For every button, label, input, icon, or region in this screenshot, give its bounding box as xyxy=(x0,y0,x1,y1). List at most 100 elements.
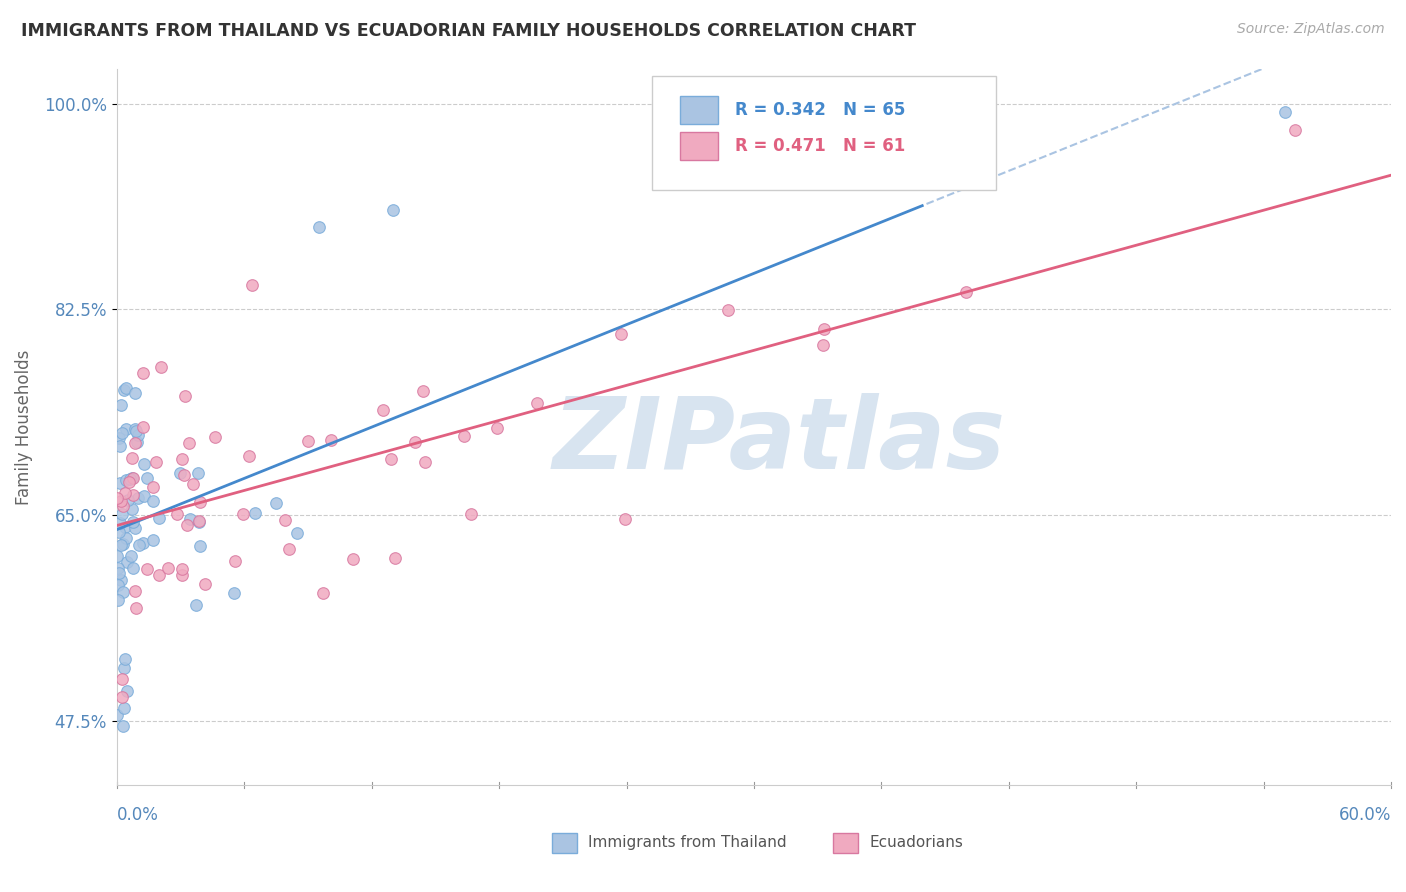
Point xyxy=(181,476,204,491)
Point xyxy=(412,384,434,399)
Text: Source: ZipAtlas.com: Source: ZipAtlas.com xyxy=(1237,22,1385,37)
Point xyxy=(169,467,191,481)
Point xyxy=(453,429,475,443)
Point xyxy=(380,451,402,466)
Point xyxy=(122,488,145,502)
Point xyxy=(142,533,165,547)
Point xyxy=(321,433,343,447)
Point xyxy=(110,538,132,552)
Point xyxy=(186,598,208,612)
Point xyxy=(413,455,436,469)
Point xyxy=(188,495,211,509)
Point xyxy=(124,385,146,400)
Point xyxy=(112,719,135,733)
Point xyxy=(107,561,129,575)
Point xyxy=(110,573,132,587)
Point xyxy=(112,383,135,397)
Point xyxy=(173,468,195,483)
Point xyxy=(127,428,149,442)
Point xyxy=(127,491,149,506)
Point xyxy=(232,508,254,522)
Point xyxy=(1284,122,1306,136)
Point xyxy=(187,516,209,530)
Point xyxy=(188,539,211,553)
Point xyxy=(136,471,159,485)
Point xyxy=(243,506,266,520)
Point xyxy=(132,536,155,550)
Point xyxy=(114,520,136,534)
Point xyxy=(264,496,287,510)
Point xyxy=(194,577,217,591)
Point xyxy=(526,396,548,410)
Point xyxy=(121,501,143,516)
Point xyxy=(115,684,138,698)
Point xyxy=(112,661,135,675)
Point xyxy=(188,514,211,528)
Point xyxy=(312,586,335,600)
Point xyxy=(122,516,145,530)
Point xyxy=(172,562,194,576)
Point xyxy=(297,434,319,449)
Point xyxy=(107,549,129,563)
Point xyxy=(107,525,129,540)
Point xyxy=(125,600,148,615)
Point xyxy=(135,562,157,576)
Point xyxy=(134,489,156,503)
Point xyxy=(118,472,141,486)
Point xyxy=(114,652,136,666)
Point xyxy=(125,424,148,438)
Point xyxy=(148,511,170,525)
Point xyxy=(114,421,136,435)
Text: IMMIGRANTS FROM THAILAND VS ECUADORIAN FAMILY HOUSEHOLDS CORRELATION CHART: IMMIGRANTS FROM THAILAND VS ECUADORIAN F… xyxy=(21,22,917,40)
Point xyxy=(118,475,141,489)
Point xyxy=(111,507,134,521)
Point xyxy=(115,473,138,487)
Point xyxy=(107,491,129,506)
Point xyxy=(115,555,138,569)
Point xyxy=(115,532,138,546)
Text: Immigrants from Thailand: Immigrants from Thailand xyxy=(588,836,787,850)
FancyBboxPatch shape xyxy=(681,95,718,124)
Point xyxy=(381,202,404,217)
Point xyxy=(111,426,134,441)
Point xyxy=(811,338,834,352)
Text: R = 0.471   N = 61: R = 0.471 N = 61 xyxy=(735,137,905,155)
Point xyxy=(112,585,135,599)
Point xyxy=(124,521,146,535)
Point xyxy=(132,366,155,380)
Point xyxy=(132,458,155,472)
Point xyxy=(179,512,201,526)
Text: 0.0%: 0.0% xyxy=(117,806,159,824)
Point xyxy=(122,470,145,484)
Point xyxy=(342,551,364,566)
Point xyxy=(242,277,264,292)
Point xyxy=(111,673,134,687)
Point xyxy=(114,381,136,395)
FancyBboxPatch shape xyxy=(681,132,718,161)
Point xyxy=(120,549,142,563)
Point xyxy=(124,584,146,599)
Text: R = 0.342   N = 65: R = 0.342 N = 65 xyxy=(735,101,905,120)
Point xyxy=(108,439,131,453)
Point xyxy=(277,542,299,557)
Point xyxy=(108,431,131,445)
Point xyxy=(107,593,129,607)
Point xyxy=(204,430,226,444)
Point xyxy=(166,507,188,521)
Point xyxy=(107,566,129,580)
Point xyxy=(145,455,167,469)
Y-axis label: Family Households: Family Households xyxy=(15,349,32,505)
Point xyxy=(110,493,132,508)
Text: ZIPatlas: ZIPatlas xyxy=(553,392,1005,490)
Point xyxy=(717,302,740,317)
Point xyxy=(121,471,143,485)
Point xyxy=(179,436,201,450)
Point xyxy=(610,327,633,342)
Point xyxy=(127,435,149,450)
Point xyxy=(105,707,128,722)
Point xyxy=(285,526,308,541)
Point xyxy=(124,436,146,450)
Point xyxy=(121,450,143,465)
Point xyxy=(1274,105,1296,120)
Point xyxy=(110,398,132,412)
